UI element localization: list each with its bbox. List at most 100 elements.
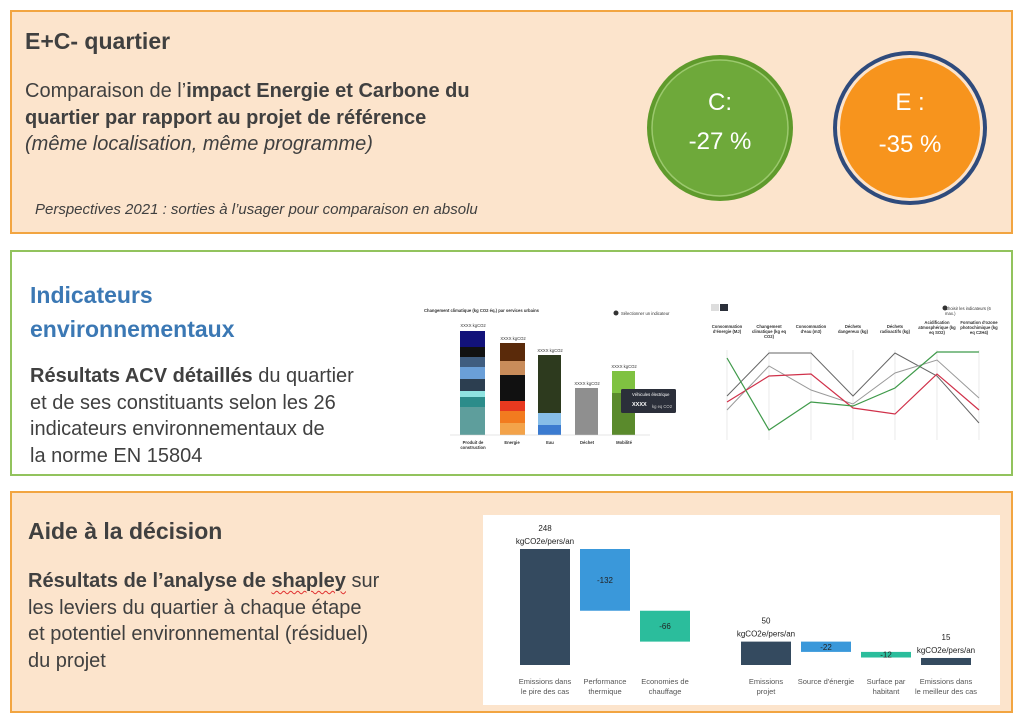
bar [520,549,570,665]
value-label: -12 [880,651,892,660]
badge-c [651,59,789,197]
stacked-bar [500,343,525,435]
axis-label: Déchets radioactifs (kg) [879,324,911,334]
value-label: -66 [659,622,671,631]
value-label: 50 [762,617,771,626]
category-label: Emissions [749,677,783,686]
bar-segment [460,397,485,407]
category-label: Surface par [867,677,906,686]
category-label: Emissions dans [519,677,572,686]
value-label: -22 [820,643,832,652]
bar [921,657,971,665]
badge-e [840,58,980,198]
axis-label: Changement climatique (kg eq CO2) [751,324,787,339]
gear-icon [613,310,619,316]
toolbar-icon [720,304,728,311]
bar-segment [500,411,525,423]
tooltip-title: Véhicules électrique [632,392,670,397]
bar-segment [538,413,561,425]
bar-label: XXXX kgCO2 [574,381,600,386]
text-run: environnementaux [30,316,235,342]
series-line [726,351,979,431]
badge-value: -35 % [879,131,942,158]
thumb-button[interactable]: Choisir les indicateurs (6 max.) [945,306,991,316]
text-run: sur [345,570,380,592]
bar-segment [460,357,485,367]
category-label: Economies de [641,677,689,686]
unit-label: kgCO2e/pers/an [516,537,574,546]
decision-text: Résultats de l’analyse de shapley sur le… [28,568,478,674]
badge-label: E : [895,89,924,116]
bar-label: XXXX kgCO2 [611,364,637,369]
axis-label: Formation d'ozone photochimique (kg eq C… [960,320,998,335]
value-label: -132 [597,576,614,585]
category-label: le pire des cas [521,687,570,696]
bar-segment [460,407,485,435]
axis-label: Consommation d'eau (m3) [795,324,827,334]
bar-segment [460,367,485,379]
bar [640,610,690,642]
category-label: Energie [504,440,520,445]
bar-label: XXXX kgCO2 [537,348,563,353]
text-run: Résultats ACV détaillés [30,365,253,387]
bar-segment [460,379,485,391]
text-run: et potentiel environnemental (résiduel) [28,623,369,645]
text-run: du quartier [252,365,354,387]
category-label: Produit de construction [460,440,486,450]
panel-title: Aide à la décision [28,518,223,544]
category-label: Eau [546,440,554,445]
bar-segment [612,371,635,393]
axis-label: Consommation d'énergie (MJ) [711,324,743,334]
note: Perspectives 2021 : sorties à l’usager p… [35,201,478,218]
text-run: quartier par rapport au projet de référe… [25,106,427,129]
bar [801,641,851,652]
category-label: le meilleur des cas [915,687,977,696]
bar-segment [500,423,525,435]
category-label: Déchet [580,440,594,445]
unit-label: kgCO2e/pers/an [737,630,795,639]
bars-thumbnail: Changement climatique (kg CO2 éq.) par s… [420,303,678,461]
category-label: thermique [588,687,621,696]
category-label: chauffage [649,687,682,696]
panel-title: E+C- quartier [25,28,171,54]
unit-label: kgCO2e/pers/an [917,646,975,655]
text-run: la norme EN 15804 [30,444,203,467]
tooltip-unit: kg eq CO2 [652,404,673,409]
indicators-text: Résultats ACV détaillés du quartier et d… [30,363,430,469]
bar [861,651,911,658]
bar-label: XXXX kgCO2 [500,336,526,341]
category-label: projet [757,687,777,696]
badges: C: -27 % E : -35 % [647,51,987,205]
bar-segment [538,355,561,413]
value-label: 248 [538,524,552,533]
text-run: Indicateurs [30,282,153,308]
axis-label: Déchets dangereux (kg) [837,324,869,334]
bar-segment [460,347,485,357]
bar-segment [575,388,598,435]
thumb-button[interactable]: Sélectionner un indicateur [621,311,670,316]
text-run: les leviers du quartier à chaque étape [28,596,362,619]
tooltip-box [621,389,676,413]
badge-label: C: [708,89,732,116]
series-line [726,373,980,415]
bar-segment [500,361,525,375]
series-line [726,352,980,424]
stacked-bar [460,331,485,435]
series-line [726,359,980,411]
category-label: habitant [873,687,901,696]
bar-segment [460,331,485,347]
lines-thumbnail: Choisir les indicateurs (6 max.) Consomm… [707,298,1002,456]
bar-segment [460,391,485,397]
text-run: impact Energie et Carbone du [186,80,470,102]
text-run: shapley [271,570,346,592]
axes [726,350,980,440]
thumb-title: Changement climatique (kg CO2 éq.) par s… [424,308,539,313]
text-run: indicateurs environnementaux de [30,418,325,440]
bar-segment [500,401,525,411]
bar-label: XXXX kgCO2 [460,323,486,328]
category-label: Emissions dans [920,677,973,686]
bar-segment [500,375,525,401]
tooltip-value: XXXX [632,402,647,408]
panel-title: Indicateurs environnementaux [30,278,235,346]
